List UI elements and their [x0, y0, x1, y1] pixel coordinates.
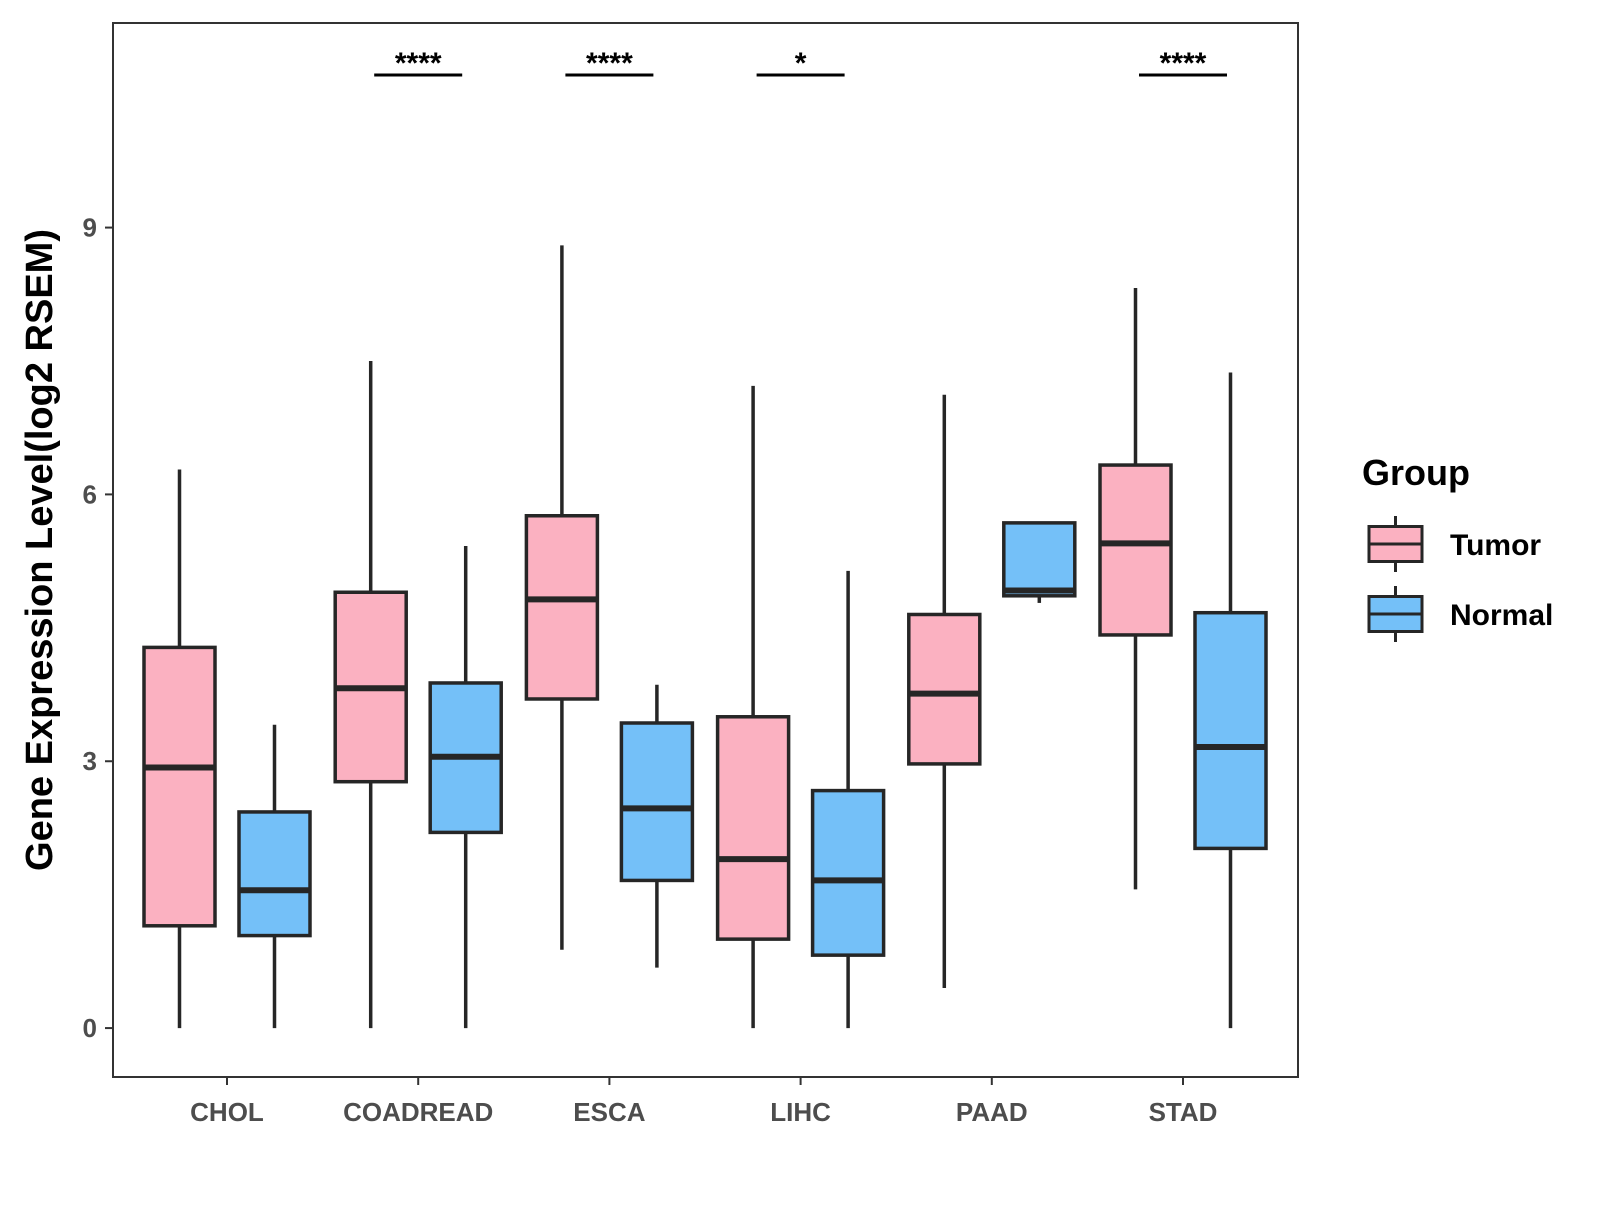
y-tick-label: 0 [83, 1013, 97, 1043]
significance-label-stad: **** [1160, 47, 1207, 80]
box-layer [142, 245, 1268, 1029]
x-tick-label-coadread: COADREAD [343, 1097, 493, 1127]
x-tick-label-stad: STAD [1149, 1097, 1218, 1127]
x-tick-label-lihc: LIHC [770, 1097, 831, 1127]
y-tick-label: 6 [83, 479, 97, 509]
x-tick-label-esca: ESCA [573, 1097, 645, 1127]
annotation-layer: **** **** * **** [374, 47, 1227, 80]
legend: Group Tumor Normal [1362, 452, 1553, 642]
plot-panel-border [112, 22, 1299, 1078]
box-body-esca-tumor [524, 514, 600, 701]
box-coadread-tumor [333, 360, 408, 1029]
box-body-lihc-normal [810, 788, 886, 957]
y-tick-label: 9 [83, 213, 97, 243]
box-paad-normal [1002, 521, 1077, 603]
y-tick-label: 3 [83, 746, 97, 776]
y-axis-title: Gene Expression Level(log2 RSEM) [19, 229, 61, 871]
box-esca-tumor [524, 245, 600, 950]
box-chol-tumor [142, 469, 217, 1029]
box-body-paad-normal [1002, 521, 1077, 598]
x-tick-label-chol: CHOL [190, 1097, 264, 1127]
box-body-lihc-tumor [715, 715, 791, 941]
box-paad-tumor [907, 394, 982, 989]
significance-label-lihc: * [795, 47, 807, 80]
legend-title: Group [1362, 452, 1470, 493]
box-coadread-normal [428, 545, 503, 1029]
box-body-esca-normal [619, 721, 695, 883]
box-chol-normal [237, 724, 312, 1029]
box-body-chol-tumor [142, 645, 217, 928]
legend-label-normal: Normal [1450, 599, 1553, 632]
box-body-stad-normal [1193, 610, 1268, 851]
legend-label-tumor: Tumor [1450, 529, 1541, 562]
axes-layer: 0 3 6 9 CHOL COADREAD ESCA LIHC PAAD STAD Gene Exp… [19, 213, 1217, 1127]
significance-label-coadread: **** [395, 47, 442, 80]
plot-panel [112, 22, 1299, 1078]
box-lihc-tumor [715, 385, 791, 1029]
box-stad-tumor [1098, 288, 1173, 890]
box-lihc-normal [810, 570, 886, 1029]
box-body-chol-normal [237, 810, 312, 938]
significance-label-esca: **** [586, 47, 633, 80]
box-body-stad-tumor [1098, 463, 1173, 637]
box-esca-normal [619, 684, 695, 968]
x-tick-label-paad: PAAD [956, 1097, 1028, 1127]
box-body-paad-tumor [907, 612, 982, 766]
box-stad-normal [1193, 372, 1268, 1029]
